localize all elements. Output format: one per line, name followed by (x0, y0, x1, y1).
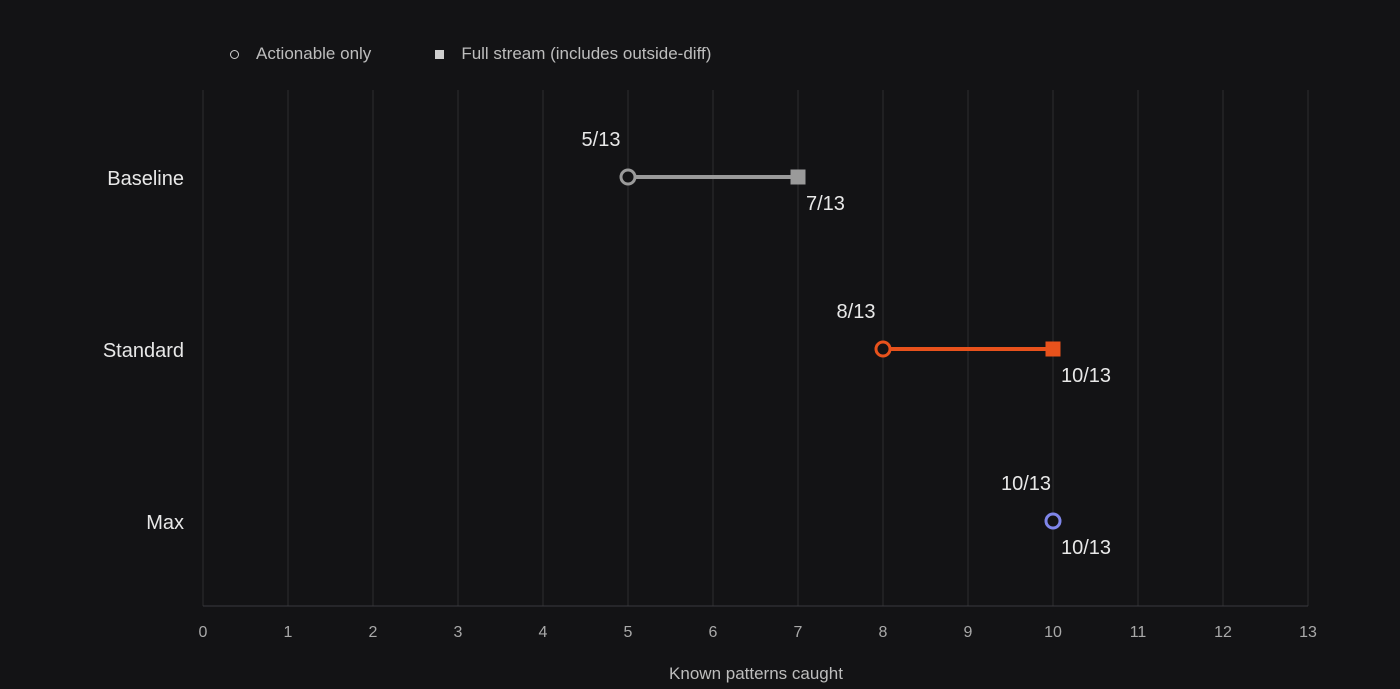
grid-lines (202, 90, 1309, 606)
actionable-value-label-max: 10/13 (1001, 473, 1051, 495)
legend-item-full-stream: Full stream (includes outside-diff) (435, 44, 711, 64)
x-tick-label-2: 2 (369, 624, 378, 641)
x-tick-label-4: 4 (539, 624, 548, 641)
actionable-marker-baseline (619, 168, 637, 186)
circle-marker-icon (230, 49, 239, 59)
full-stream-marker-standard (1045, 341, 1061, 357)
category-label-standard: Standard (103, 340, 184, 362)
x-tick-label-8: 8 (879, 624, 888, 641)
full-stream-value-label-standard: 10/13 (1061, 365, 1111, 387)
x-tick-label-6: 6 (709, 624, 718, 641)
x-tick-label-11: 11 (1130, 624, 1147, 641)
actionable-value-label-standard: 8/13 (837, 301, 876, 323)
x-tick-label-0: 0 (199, 624, 208, 641)
x-tick-label-12: 12 (1214, 624, 1232, 641)
legend-label-full-stream: Full stream (includes outside-diff) (461, 44, 712, 63)
x-tick-label-3: 3 (454, 624, 463, 641)
x-axis: 0 1 2 3 4 5 6 7 8 9 10 11 12 13 (199, 605, 1317, 641)
category-label-max: Max (146, 512, 184, 534)
legend-item-actionable: Actionable only (230, 44, 371, 64)
x-tick-label-5: 5 (624, 624, 633, 641)
full-stream-value-label-max: 10/13 (1061, 537, 1111, 559)
chart-rows: Baseline 5/13 7/13 Standard 8/13 10/13 Max 10/1… (103, 129, 1111, 559)
actionable-marker-standard (874, 340, 892, 358)
x-tick-label-7: 7 (794, 624, 803, 641)
x-tick-label-10: 10 (1044, 624, 1062, 641)
x-tick-label-1: 1 (284, 624, 293, 641)
x-tick-label-13: 13 (1299, 624, 1317, 641)
legend-label-actionable: Actionable only (256, 44, 372, 63)
actionable-marker-max (1044, 512, 1062, 530)
category-label-baseline: Baseline (107, 168, 184, 190)
x-axis-label: Known patterns caught (669, 664, 843, 683)
actionable-value-label-baseline: 5/13 (582, 129, 621, 151)
x-tick-label-9: 9 (964, 624, 973, 641)
chart-legend: Actionable only Full stream (includes ou… (230, 44, 775, 64)
full-stream-marker-baseline (790, 169, 806, 185)
full-stream-value-label-baseline: 7/13 (806, 193, 845, 215)
square-marker-icon (435, 49, 445, 59)
